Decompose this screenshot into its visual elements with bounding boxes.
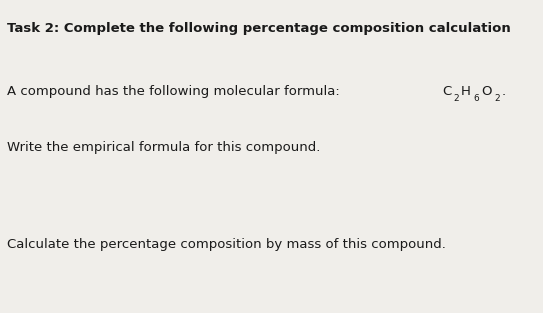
Text: C: C [442, 85, 451, 98]
Text: Task 2: Complete the following percentage composition calculation: Task 2: Complete the following percentag… [7, 22, 511, 35]
Text: Write the empirical formula for this compound.: Write the empirical formula for this com… [7, 141, 320, 154]
Text: H: H [461, 85, 471, 98]
Text: 2: 2 [454, 94, 459, 103]
Text: .: . [502, 85, 506, 98]
Text: Calculate the percentage composition by mass of this compound.: Calculate the percentage composition by … [7, 238, 446, 251]
Text: 6: 6 [474, 94, 479, 103]
Text: 2: 2 [495, 94, 501, 103]
Text: O: O [481, 85, 492, 98]
Text: A compound has the following molecular formula:: A compound has the following molecular f… [7, 85, 344, 98]
